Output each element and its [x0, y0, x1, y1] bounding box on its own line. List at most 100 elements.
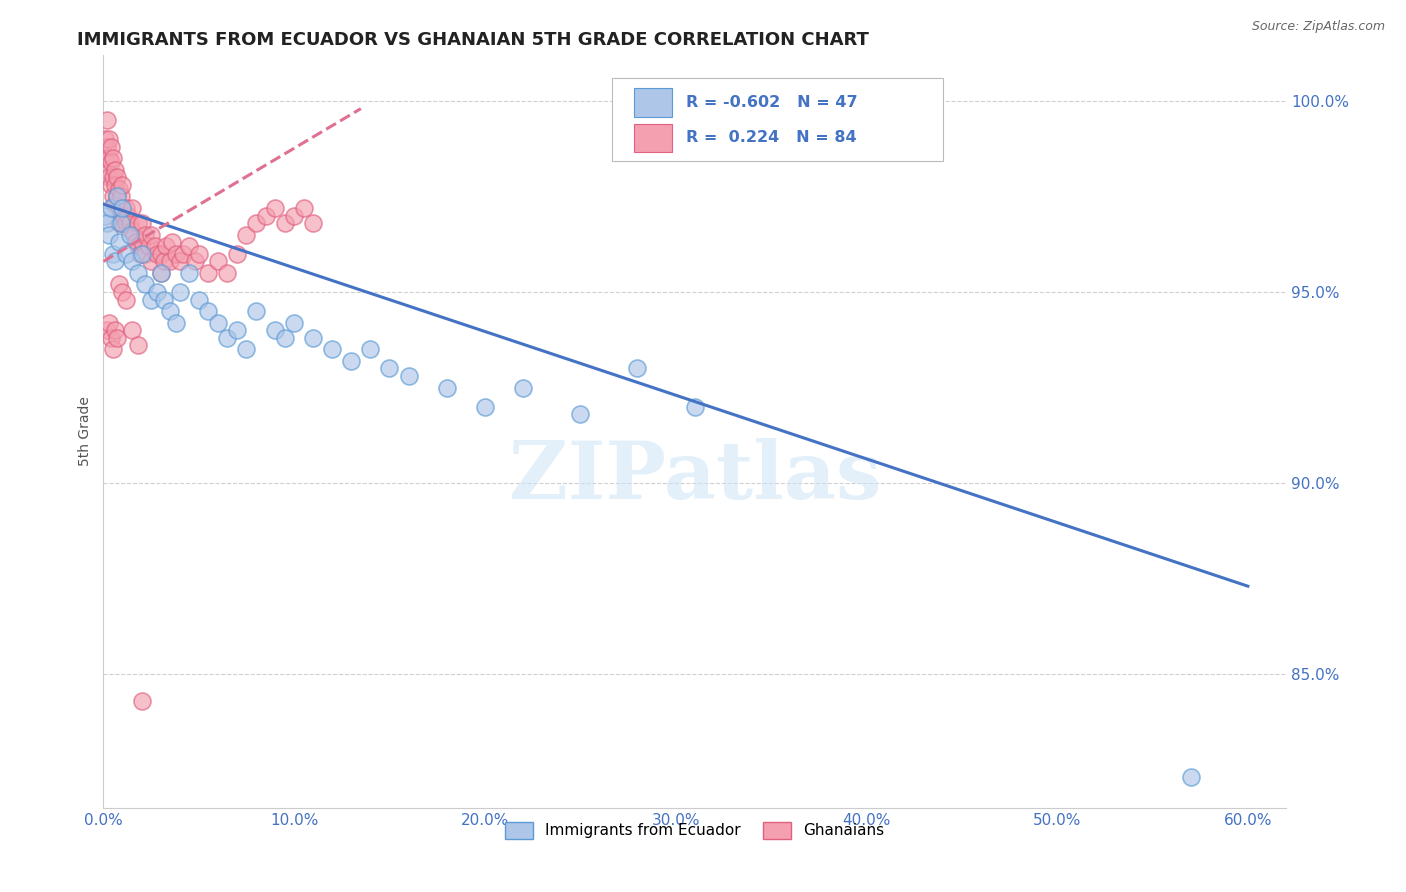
Point	[235, 227, 257, 242]
Point	[197, 304, 219, 318]
Point	[104, 254, 127, 268]
Point	[302, 331, 325, 345]
Point	[125, 235, 148, 250]
Point	[134, 247, 156, 261]
Point	[225, 247, 247, 261]
Point	[569, 407, 592, 421]
Point	[120, 227, 142, 242]
Point	[235, 343, 257, 357]
Point	[131, 216, 153, 230]
Point	[302, 216, 325, 230]
Point	[179, 239, 201, 253]
Point	[115, 293, 138, 307]
Point	[292, 201, 315, 215]
Point	[96, 323, 118, 337]
Point	[131, 247, 153, 261]
Point	[112, 209, 135, 223]
Point	[187, 293, 209, 307]
Point	[165, 247, 187, 261]
FancyBboxPatch shape	[634, 124, 672, 153]
Point	[359, 343, 381, 357]
Point	[139, 293, 162, 307]
Legend: Immigrants from Ecuador, Ghanaians: Immigrants from Ecuador, Ghanaians	[499, 815, 890, 846]
Point	[121, 254, 143, 268]
Point	[110, 189, 132, 203]
Point	[169, 285, 191, 299]
Point	[474, 400, 496, 414]
Point	[100, 331, 122, 345]
Text: Source: ZipAtlas.com: Source: ZipAtlas.com	[1251, 20, 1385, 33]
Point	[184, 254, 207, 268]
Point	[105, 170, 128, 185]
Point	[111, 201, 134, 215]
Point	[139, 227, 162, 242]
Point	[245, 304, 267, 318]
Text: ZIPatlas: ZIPatlas	[509, 438, 880, 516]
Point	[207, 254, 229, 268]
Point	[101, 189, 124, 203]
Point	[100, 201, 122, 215]
Point	[117, 209, 139, 223]
Point	[94, 132, 117, 146]
Point	[110, 209, 132, 223]
Point	[104, 162, 127, 177]
Point	[121, 224, 143, 238]
Point	[107, 216, 129, 230]
Point	[122, 227, 145, 242]
Point	[107, 277, 129, 292]
Point	[149, 247, 172, 261]
Point	[1180, 770, 1202, 784]
Point	[111, 216, 134, 230]
FancyBboxPatch shape	[612, 78, 943, 161]
Point	[179, 266, 201, 280]
Point	[187, 247, 209, 261]
Y-axis label: 5th Grade: 5th Grade	[79, 397, 93, 467]
Point	[155, 239, 177, 253]
Point	[146, 247, 169, 261]
Point	[96, 140, 118, 154]
Point	[100, 140, 122, 154]
Point	[96, 216, 118, 230]
Point	[127, 239, 149, 253]
Point	[101, 247, 124, 261]
Text: R =  0.224   N = 84: R = 0.224 N = 84	[686, 130, 858, 145]
Point	[94, 151, 117, 165]
Point	[321, 343, 343, 357]
Point	[139, 254, 162, 268]
Point	[149, 266, 172, 280]
Point	[96, 113, 118, 128]
Point	[107, 182, 129, 196]
Point	[127, 338, 149, 352]
Point	[120, 216, 142, 230]
Point	[626, 361, 648, 376]
Point	[169, 254, 191, 268]
Text: R = -0.602   N = 47: R = -0.602 N = 47	[686, 95, 858, 110]
Point	[127, 266, 149, 280]
Point	[340, 353, 363, 368]
Point	[436, 380, 458, 394]
Point	[127, 216, 149, 230]
Point	[159, 304, 181, 318]
Point	[101, 343, 124, 357]
Point	[283, 209, 305, 223]
Point	[115, 247, 138, 261]
Point	[134, 227, 156, 242]
Point	[398, 369, 420, 384]
Point	[283, 316, 305, 330]
Point	[121, 323, 143, 337]
Point	[105, 189, 128, 203]
Point	[207, 316, 229, 330]
Point	[683, 400, 706, 414]
Point	[173, 247, 195, 261]
Point	[121, 201, 143, 215]
Point	[149, 266, 172, 280]
Point	[105, 331, 128, 345]
Point	[159, 254, 181, 268]
Point	[105, 189, 128, 203]
Point	[115, 216, 138, 230]
Point	[98, 170, 121, 185]
Point	[107, 201, 129, 215]
Point	[107, 235, 129, 250]
Point	[245, 216, 267, 230]
Text: IMMIGRANTS FROM ECUADOR VS GHANAIAN 5TH GRADE CORRELATION CHART: IMMIGRANTS FROM ECUADOR VS GHANAIAN 5TH …	[77, 31, 869, 49]
